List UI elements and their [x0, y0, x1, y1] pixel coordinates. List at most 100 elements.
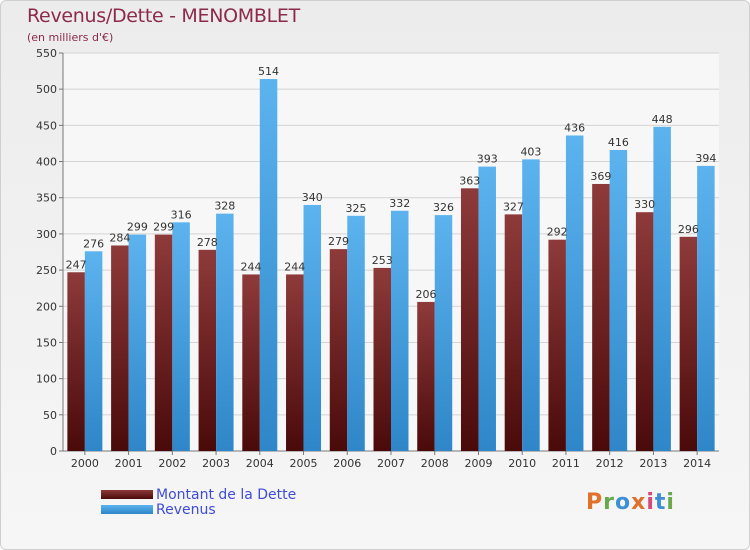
bar-dette — [329, 249, 348, 451]
proxiti-logo: Proxiti — [586, 490, 675, 515]
bar-dette — [286, 274, 304, 451]
bar-revenus — [478, 166, 496, 452]
y-tick-label: 200 — [36, 300, 57, 313]
data-label-dette: 253 — [372, 254, 393, 267]
logo-letter: i — [646, 490, 655, 515]
data-label-revenus: 328 — [214, 200, 235, 213]
logo-letter: x — [631, 490, 647, 515]
x-tick-label: 2008 — [421, 457, 449, 470]
bar-revenus — [128, 234, 147, 451]
y-tick-label: 150 — [36, 336, 57, 349]
bar-revenus — [216, 213, 234, 451]
bar-revenus — [303, 204, 322, 451]
data-label-dette: 292 — [547, 226, 568, 239]
bar-dette — [635, 212, 654, 451]
data-label-revenus: 416 — [608, 136, 629, 149]
bar-dette — [548, 239, 566, 451]
x-tick-label: 2005 — [290, 457, 318, 470]
y-tick-label: 50 — [43, 409, 57, 422]
data-label-dette: 327 — [503, 200, 524, 213]
data-label-revenus: 325 — [346, 202, 367, 215]
data-label-revenus: 436 — [564, 121, 585, 134]
bar-dette — [679, 236, 698, 451]
bar-dette — [504, 214, 523, 451]
data-label-revenus: 276 — [83, 237, 104, 250]
logo-letter: o — [614, 490, 632, 515]
bar-revenus — [172, 222, 190, 451]
x-tick-label: 2010 — [508, 457, 536, 470]
bar-dette — [111, 245, 129, 451]
data-label-dette: 330 — [634, 198, 655, 211]
y-tick-label: 400 — [36, 156, 57, 169]
bar-revenus — [434, 215, 453, 451]
data-label-dette: 369 — [590, 170, 611, 183]
data-label-dette: 363 — [459, 174, 480, 187]
bar-revenus — [259, 79, 278, 452]
bar-dette — [67, 272, 85, 451]
x-tick-label: 2003 — [202, 457, 230, 470]
logo-letter: P — [586, 490, 604, 515]
y-tick-label: 0 — [50, 445, 57, 458]
data-label-dette: 244 — [284, 260, 305, 273]
data-label-dette: 244 — [241, 260, 262, 273]
x-tick-label: 2013 — [639, 457, 667, 470]
data-label-dette: 284 — [109, 231, 130, 244]
data-label-revenus: 393 — [477, 153, 498, 166]
data-label-revenus: 394 — [695, 152, 716, 165]
data-label-dette: 247 — [66, 258, 87, 271]
x-tick-label: 2011 — [552, 457, 580, 470]
logo-letter: t — [654, 490, 667, 515]
legend-label-dette: Montant de la Dette — [156, 487, 297, 503]
data-label-revenus: 316 — [171, 208, 192, 221]
x-tick-label: 2012 — [596, 457, 624, 470]
data-label-revenus: 448 — [652, 113, 673, 126]
data-label-revenus: 332 — [389, 197, 410, 210]
legend-swatch-dette — [101, 490, 153, 499]
y-tick-label: 350 — [36, 192, 57, 205]
bar-revenus — [653, 126, 671, 451]
data-label-dette: 299 — [153, 221, 174, 234]
x-tick-label: 2009 — [464, 457, 492, 470]
y-tick-label: 100 — [36, 373, 57, 386]
bar-dette — [592, 183, 610, 451]
bar-revenus — [609, 149, 628, 451]
logo-letter: i — [666, 490, 675, 515]
data-label-revenus: 326 — [433, 201, 454, 214]
bar-revenus — [565, 135, 584, 451]
chart-title: Revenus/Dette - MENOMBLET — [27, 5, 300, 27]
x-tick-label: 2007 — [377, 457, 405, 470]
data-label-revenus: 403 — [520, 145, 541, 158]
bar-revenus — [522, 159, 540, 451]
data-label-dette: 296 — [678, 223, 699, 236]
logo-letter: r — [603, 490, 615, 515]
y-tick-label: 450 — [36, 119, 57, 132]
x-tick-label: 2002 — [158, 457, 186, 470]
bar-dette — [460, 188, 479, 451]
y-tick-label: 500 — [36, 83, 57, 96]
bar-dette — [154, 234, 173, 451]
data-label-revenus: 299 — [127, 221, 148, 234]
data-label-dette: 206 — [415, 288, 436, 301]
x-tick-label: 2004 — [246, 457, 274, 470]
bar-revenus — [697, 165, 715, 451]
bar-dette — [373, 267, 391, 451]
bar-revenus — [391, 210, 409, 451]
x-tick-label: 2000 — [71, 457, 99, 470]
bar-revenus — [84, 251, 103, 451]
data-label-dette: 278 — [197, 236, 218, 249]
data-label-revenus: 514 — [258, 65, 279, 78]
legend-label-revenus: Revenus — [156, 502, 216, 518]
x-tick-label: 2006 — [333, 457, 361, 470]
chart-subtitle: (en milliers d'€) — [27, 31, 114, 44]
bar-dette — [242, 274, 260, 451]
bar-dette — [198, 249, 217, 451]
bar-revenus — [347, 215, 365, 451]
y-tick-label: 550 — [36, 47, 57, 60]
legend-swatch-revenus — [101, 505, 153, 514]
bar-dette — [417, 301, 435, 451]
x-tick-label: 2014 — [683, 457, 711, 470]
y-tick-label: 300 — [36, 228, 57, 241]
data-label-dette: 279 — [328, 235, 349, 248]
